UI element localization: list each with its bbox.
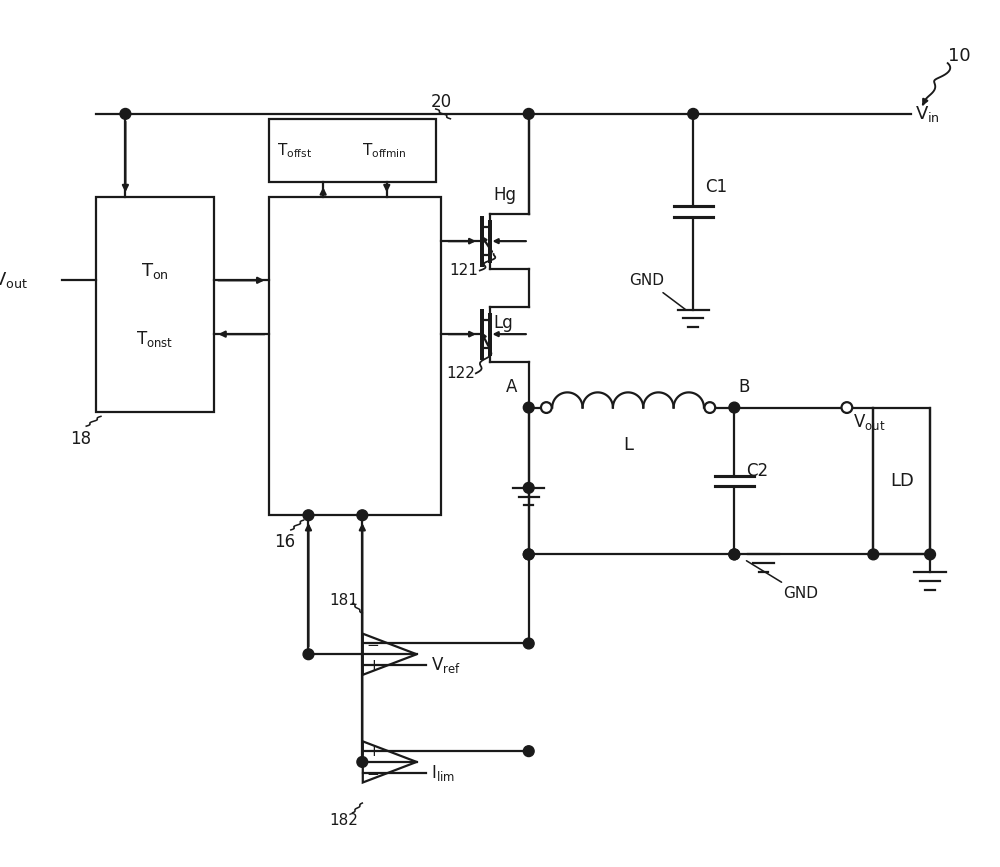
Circle shape	[357, 510, 368, 520]
Text: B: B	[738, 378, 750, 396]
Circle shape	[523, 638, 534, 649]
Bar	[873, 407, 930, 554]
Text: Hg: Hg	[493, 186, 516, 204]
Circle shape	[729, 549, 740, 560]
Text: C1: C1	[705, 179, 727, 196]
Circle shape	[303, 510, 314, 520]
Text: 182: 182	[329, 813, 358, 828]
Bar	[269, 119, 436, 182]
Text: V$_{\mathsf{ref}}$: V$_{\mathsf{ref}}$	[431, 655, 461, 675]
Text: 121: 121	[449, 263, 478, 278]
Circle shape	[523, 482, 534, 493]
Bar	[269, 197, 441, 515]
Text: 122: 122	[446, 366, 475, 381]
Text: 16: 16	[274, 533, 295, 551]
Text: GND: GND	[746, 561, 818, 602]
Text: T$_{\mathsf{onst}}$: T$_{\mathsf{onst}}$	[136, 329, 173, 349]
Text: $+$: $+$	[367, 744, 380, 759]
Circle shape	[729, 402, 740, 413]
Bar	[96, 197, 214, 413]
Text: V$_{\mathsf{out}}$: V$_{\mathsf{out}}$	[0, 271, 28, 290]
Circle shape	[303, 649, 314, 660]
Text: C2: C2	[746, 462, 768, 480]
Text: A: A	[506, 378, 517, 396]
Text: T$_{\mathsf{offst}}$: T$_{\mathsf{offst}}$	[277, 141, 312, 160]
Text: $+$: $+$	[367, 657, 380, 673]
Text: L: L	[623, 436, 633, 453]
Text: T$_{\mathsf{on}}$: T$_{\mathsf{on}}$	[141, 260, 169, 281]
Circle shape	[688, 108, 699, 120]
Text: GND: GND	[630, 273, 686, 310]
Circle shape	[523, 108, 534, 120]
Text: LD: LD	[890, 472, 914, 490]
Circle shape	[523, 746, 534, 757]
Text: $-$: $-$	[366, 766, 380, 780]
Text: 10: 10	[948, 47, 970, 65]
Circle shape	[541, 402, 552, 413]
Circle shape	[523, 549, 534, 560]
Text: Lg: Lg	[493, 314, 513, 332]
Text: V$_{\mathsf{out}}$: V$_{\mathsf{out}}$	[853, 413, 885, 433]
Circle shape	[523, 549, 534, 560]
Text: 181: 181	[329, 593, 358, 608]
Circle shape	[868, 549, 879, 560]
Circle shape	[120, 108, 131, 120]
Circle shape	[357, 757, 368, 767]
Circle shape	[841, 402, 852, 413]
Circle shape	[523, 402, 534, 413]
Circle shape	[704, 402, 715, 413]
Text: T$_{\mathsf{offmin}}$: T$_{\mathsf{offmin}}$	[362, 141, 407, 160]
Text: $-$: $-$	[366, 636, 380, 651]
Text: 20: 20	[431, 93, 452, 111]
Circle shape	[729, 549, 740, 560]
Circle shape	[925, 549, 935, 560]
Text: V$_{\mathsf{in}}$: V$_{\mathsf{in}}$	[915, 104, 940, 124]
Text: I$_{\mathsf{lim}}$: I$_{\mathsf{lim}}$	[431, 763, 455, 783]
Text: 18: 18	[70, 430, 91, 448]
